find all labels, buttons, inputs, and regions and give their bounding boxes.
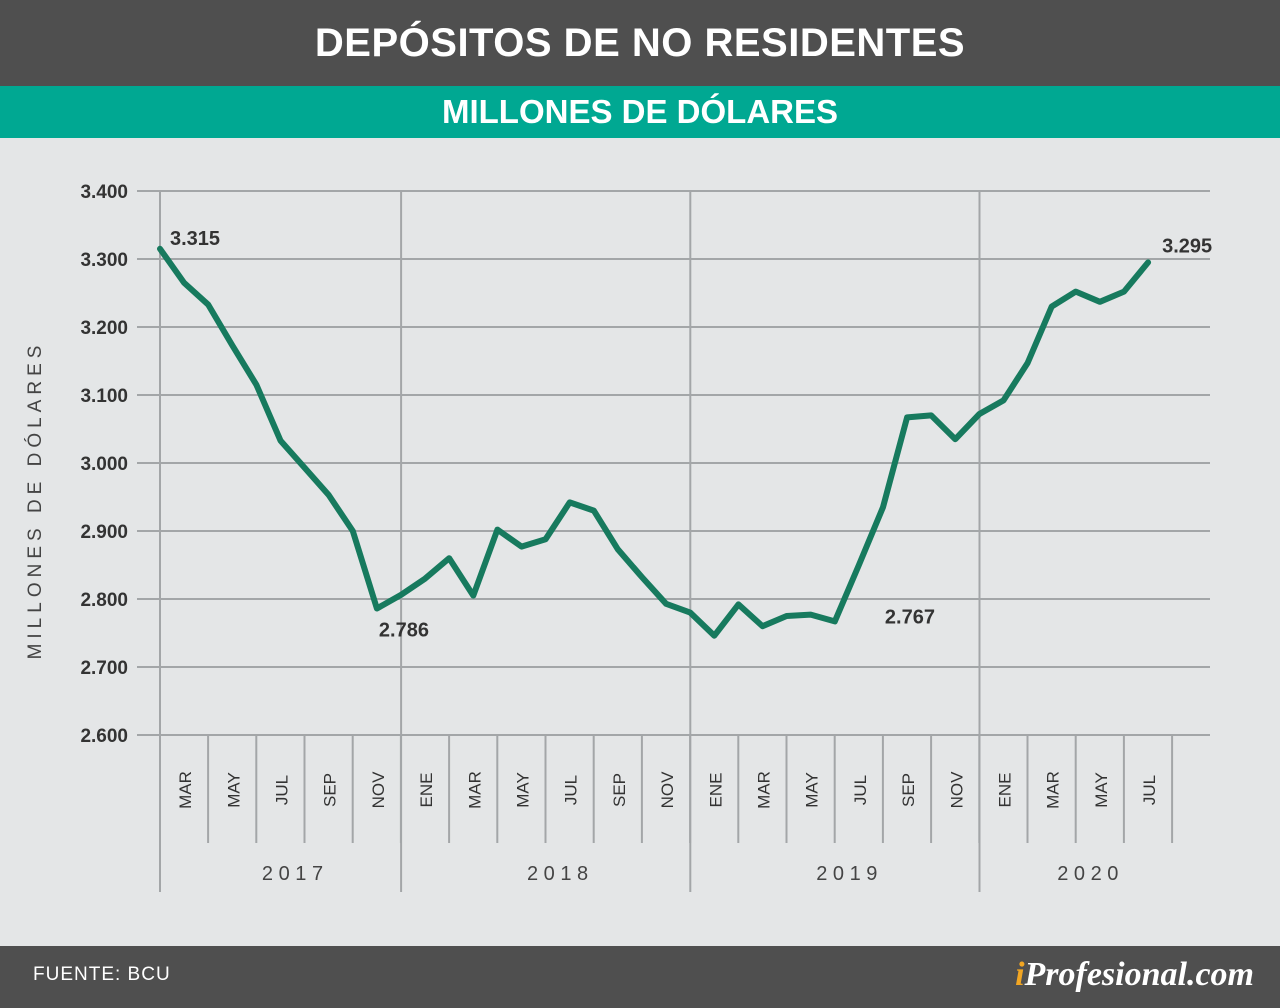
data-label: 2.786 (379, 620, 429, 642)
y-tick-label: 2.800 (80, 590, 128, 611)
x-tick-label: MAY (224, 772, 243, 808)
x-tick-label: MAY (803, 772, 822, 808)
y-tick-label: 3.100 (80, 386, 128, 407)
x-tick-label: ENE (996, 773, 1015, 808)
x-tick-label: SEP (321, 773, 340, 807)
x-tick-label: MAY (514, 772, 533, 808)
logo: iProfesional.com (1015, 956, 1254, 994)
x-tick-label: MAR (176, 771, 195, 809)
x-tick-label: NOV (947, 771, 966, 809)
data-label: 3.295 (1162, 235, 1212, 257)
x-tick-label: JUL (562, 775, 581, 805)
x-tick-label: NOV (369, 771, 388, 809)
year-label: 2 0 2 0 (1057, 863, 1118, 885)
y-tick-label: 3.400 (80, 182, 128, 203)
x-tick-label: MAR (465, 771, 484, 809)
footer: FUENTE: BCU iProfesional.com (0, 946, 1280, 1008)
chart-subtitle: MILLONES DE DÓLARES (441, 93, 839, 130)
x-tick-label: NOV (658, 771, 677, 809)
y-tick-label: 3.000 (80, 454, 128, 475)
source-text: FUENTE: BCU (33, 964, 171, 985)
x-tick-label: MAR (1044, 771, 1063, 809)
x-tick-label: SEP (899, 773, 918, 807)
line-chart: 2.600 2.700 2.800 2.900 3.000 3.100 3.200 3.300… (24, 182, 1212, 892)
x-tick-label: JUL (273, 775, 292, 805)
logo-text: Profesional.com (1024, 956, 1254, 993)
x-tick-label: MAY (1092, 772, 1111, 808)
x-tick-label: MAR (755, 771, 774, 809)
chart-title: DEPÓSITOS DE NO RESIDENTES (314, 20, 966, 65)
y-tick-label: 3.300 (80, 250, 128, 271)
x-tick-label: ENE (706, 773, 725, 808)
y-axis-title: MILLONES DE DÓLARES (24, 341, 46, 660)
y-tick-label: 3.200 (80, 318, 128, 339)
x-tick-label: JUL (851, 775, 870, 805)
x-tick-label: SEP (610, 773, 629, 807)
y-tick-label: 2.600 (80, 726, 128, 747)
subtitle-bar: MILLONES DE DÓLARES (0, 86, 1280, 138)
y-tick-label: 2.900 (80, 522, 128, 543)
year-label: 2 0 1 7 (262, 863, 323, 885)
year-label: 2 0 1 8 (527, 863, 588, 885)
x-tick-label: JUL (1140, 775, 1159, 805)
y-tick-label: 2.700 (80, 658, 128, 679)
logo-i: i (1015, 956, 1025, 993)
data-label: 2.767 (885, 606, 935, 628)
title-bar: DEPÓSITOS DE NO RESIDENTES (0, 0, 1280, 86)
x-tick-label: ENE (417, 773, 436, 808)
data-label: 3.315 (170, 228, 220, 250)
data-line (157, 245, 1152, 639)
year-label: 2 0 1 9 (816, 863, 877, 885)
